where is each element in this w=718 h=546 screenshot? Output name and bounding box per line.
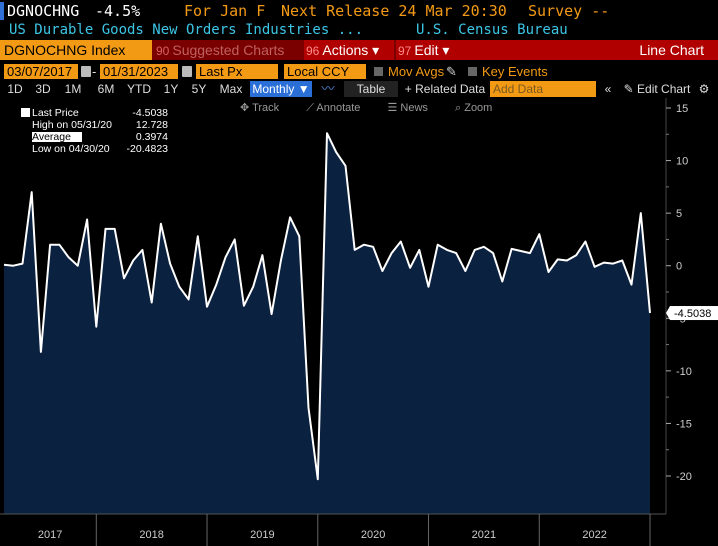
actions-label: Actions ▾ (322, 42, 380, 58)
x-tick-label: 2017 (38, 529, 62, 541)
range-max[interactable]: Max (219, 82, 243, 96)
range-ytd[interactable]: YTD (127, 82, 151, 96)
range-1y[interactable]: 1Y (163, 82, 179, 96)
y-tick-label: 5 (676, 208, 682, 220)
range-6m[interactable]: 6M (97, 82, 115, 96)
y-tick-label: 10 (676, 156, 688, 168)
x-tick-label: 2022 (582, 529, 606, 541)
date-separator: - (92, 64, 97, 79)
chart-toolbar: DGNOCHNG Index 90 Suggested Charts 96 Acti… (0, 40, 718, 60)
collapse-icon[interactable]: « (604, 82, 612, 96)
edit-num: 97 (398, 44, 412, 58)
actions-num: 96 (306, 44, 320, 58)
release-period: For Jan F (184, 2, 266, 20)
parameter-row: 03/07/2017 - 01/31/2023 Last Px Local CC… (0, 62, 718, 80)
add-data-input[interactable]: Add Data (490, 81, 596, 97)
suggested-charts-button[interactable]: 90 Suggested Charts (154, 40, 302, 60)
legend-low: Low on 04/30/20 -20.4823 (12, 143, 170, 155)
edit-chart-button[interactable]: ✎ Edit Chart (623, 82, 691, 96)
key-events-label[interactable]: Key Events (482, 64, 548, 79)
y-tick-label: -20 (676, 471, 692, 483)
news-label: News (400, 102, 428, 114)
range-3d[interactable]: 3D (35, 82, 51, 96)
last-value-label: -4.5038 (674, 308, 711, 320)
series-line (3, 132, 651, 481)
low-label: Low on 04/30/20 (32, 143, 110, 155)
ticker-marker (0, 2, 4, 20)
annotate-tool[interactable]: ⟋ Annotate (306, 102, 361, 114)
range-1m[interactable]: 1M (64, 82, 82, 96)
calendar-icon[interactable] (81, 66, 91, 77)
range-5y[interactable]: 5Y (191, 82, 207, 96)
currency-selector[interactable]: Local CCY (284, 64, 366, 79)
start-date-field[interactable]: 03/07/2017 (4, 64, 78, 79)
average-value: 0.3974 (135, 131, 168, 143)
x-tick-label: 2018 (139, 529, 163, 541)
news-tool[interactable]: ☰ News (387, 102, 428, 114)
description-row: US Durable Goods New Orders Industries .… (0, 22, 718, 40)
ticker-symbol[interactable]: DGNOCHNG (7, 2, 80, 20)
average-label: Average (32, 131, 71, 143)
ticker-change: -4.5% (95, 2, 141, 20)
survey: Survey -- (528, 2, 610, 20)
suggested-num: 90 (156, 44, 170, 58)
pencil-icon[interactable]: ✎ (446, 64, 457, 79)
chart-type-title: Line Chart (466, 40, 718, 60)
y-tick-label: 15 (676, 103, 688, 115)
ticker-header: DGNOCHNG -4.5% For Jan F Next Release 24… (0, 0, 718, 22)
security-field[interactable]: DGNOCHNG Index (0, 40, 152, 60)
average-swatch (32, 132, 82, 142)
suggested-label: Suggested Charts (172, 42, 285, 58)
x-tick-label: 2020 (361, 529, 385, 541)
key-events-checkbox[interactable] (468, 67, 477, 76)
zoom-label: Zoom (464, 102, 493, 114)
legend-average: Average 0.3974 (12, 131, 170, 143)
chart-mini-toolbar: ✥ Track ⟋ Annotate ☰ News ⌕ Zoom (240, 101, 516, 115)
range-row: 1D 3D 1M 6M YTD 1Y 5Y Max Monthly ▼ 〰 Ta… (0, 80, 718, 98)
range-1d[interactable]: 1D (7, 82, 23, 96)
last-price-label: Last Price (32, 107, 79, 119)
line-chart-area[interactable]: 151050-5-10-15-20-4.50382017201820192020… (0, 98, 718, 546)
field-selector[interactable]: Last Px (196, 64, 278, 79)
actions-menu[interactable]: 96 Actions ▾ (304, 40, 394, 60)
series-description: US Durable Goods New Orders Industries .… (9, 22, 364, 38)
series-source: U.S. Census Bureau (416, 22, 568, 38)
table-button[interactable]: Table (344, 81, 398, 97)
high-label: High on 05/31/20 (32, 119, 112, 131)
last-value-pointer (666, 306, 670, 321)
chart-legend: Last Price -4.5038 High on 05/31/20 12.7… (12, 106, 170, 158)
annotate-label: Annotate (316, 102, 361, 114)
edit-chart-label: Edit Chart (637, 82, 691, 96)
low-value: -20.4823 (126, 143, 168, 155)
area-fill (4, 133, 650, 514)
edit-menu[interactable]: 97 Edit ▾ (396, 40, 466, 60)
y-tick-label: -15 (676, 418, 692, 430)
end-date-field[interactable]: 01/31/2023 (100, 64, 178, 79)
last-price-value: -4.5038 (132, 107, 168, 119)
related-data-button[interactable]: + Related Data (404, 82, 486, 96)
high-value: 12.728 (135, 119, 168, 131)
legend-swatch[interactable] (21, 108, 30, 117)
x-tick-label: 2021 (472, 529, 496, 541)
next-release: Next Release 24 Mar 20:30 (281, 2, 507, 20)
chart-style-icon[interactable]: 〰 (321, 81, 335, 96)
y-tick-label: 0 (676, 261, 682, 273)
legend-last-price: Last Price -4.5038 (12, 107, 170, 119)
y-tick-label: -10 (676, 366, 692, 378)
chart-svg[interactable]: 151050-5-10-15-20-4.50382017201820192020… (0, 98, 718, 546)
last-value-badge (670, 306, 718, 321)
track-tool[interactable]: ✥ Track (240, 102, 280, 114)
legend-high: High on 05/31/20 12.728 (12, 119, 170, 131)
zoom-tool[interactable]: ⌕ Zoom (455, 102, 493, 114)
calendar-icon[interactable] (182, 66, 192, 77)
gear-icon[interactable]: ⚙ (698, 82, 710, 96)
edit-label: Edit ▾ (414, 42, 450, 58)
mov-avgs-label[interactable]: Mov Avgs (388, 64, 445, 79)
x-tick-label: 2019 (250, 529, 274, 541)
mov-avgs-checkbox[interactable] (374, 67, 383, 76)
frequency-dropdown[interactable]: Monthly ▼ (250, 81, 312, 97)
track-label: Track (252, 102, 280, 114)
